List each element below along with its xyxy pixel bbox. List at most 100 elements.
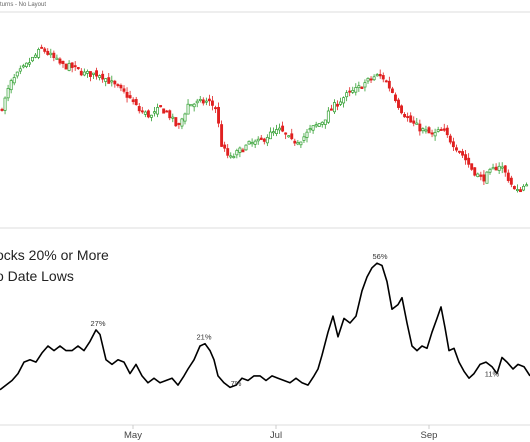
candle xyxy=(122,85,126,94)
candle-body xyxy=(79,70,83,76)
candle xyxy=(397,97,400,110)
candle xyxy=(165,109,169,113)
candle xyxy=(9,78,13,94)
candle-body xyxy=(451,141,455,148)
candle xyxy=(293,138,297,146)
candle xyxy=(290,128,294,141)
candle xyxy=(61,60,65,68)
candle xyxy=(299,141,303,148)
candle xyxy=(34,52,38,59)
candle-body xyxy=(476,173,480,177)
candle xyxy=(153,107,156,117)
candle-body xyxy=(113,80,117,85)
candle-body xyxy=(201,99,205,104)
candle-body xyxy=(76,67,80,70)
candle-body xyxy=(3,97,7,111)
candle xyxy=(128,90,132,99)
candle-body xyxy=(464,154,468,161)
candle xyxy=(201,97,205,106)
candle xyxy=(284,132,288,140)
candle xyxy=(79,68,83,77)
candle-body xyxy=(214,107,217,110)
candle xyxy=(229,152,233,159)
candle-body xyxy=(366,77,370,82)
candle-body xyxy=(320,121,324,125)
candle xyxy=(134,96,138,106)
candle xyxy=(214,105,217,114)
candle-body xyxy=(342,97,346,104)
candle-body xyxy=(101,73,105,80)
candle xyxy=(140,106,144,114)
candle-body xyxy=(488,168,492,173)
candle-body xyxy=(387,80,391,89)
candle xyxy=(372,74,376,81)
candle-body xyxy=(256,138,260,142)
candle xyxy=(479,171,483,181)
candle-body xyxy=(223,144,227,149)
candle xyxy=(415,117,419,125)
candle-body xyxy=(162,108,166,114)
x-axis: May Jul Sep xyxy=(124,425,437,441)
lower-chart-title: ocks 20% or More o Date Lows xyxy=(0,247,109,284)
candle xyxy=(506,169,510,183)
candle-body xyxy=(287,135,291,138)
candle xyxy=(455,144,458,153)
candle xyxy=(131,97,135,105)
candle xyxy=(366,77,370,84)
candle-body xyxy=(345,92,349,98)
candle-body xyxy=(250,142,254,145)
candle-body xyxy=(381,75,385,80)
candle-body xyxy=(448,135,452,143)
candle-body xyxy=(143,111,147,115)
candle-body xyxy=(217,106,220,124)
candle xyxy=(464,149,468,165)
candle-body xyxy=(85,71,89,74)
candle xyxy=(287,135,291,138)
candle xyxy=(369,76,373,83)
candle-body xyxy=(497,165,501,171)
candle xyxy=(76,67,80,70)
candle-body xyxy=(479,174,483,177)
candle-body xyxy=(0,108,4,111)
candle-body xyxy=(357,85,361,89)
candle-body xyxy=(412,120,416,124)
candle xyxy=(494,163,498,171)
candle-body xyxy=(204,100,208,103)
candle xyxy=(317,123,321,127)
candle xyxy=(186,99,190,115)
candle xyxy=(207,94,211,106)
candle xyxy=(519,186,522,193)
candle-body xyxy=(323,119,327,125)
candle xyxy=(500,162,504,174)
candle-body xyxy=(384,80,388,83)
candle-body xyxy=(314,124,318,127)
candle xyxy=(439,127,443,131)
lower-title-line-2: o Date Lows xyxy=(0,268,74,284)
candle-body xyxy=(333,102,336,113)
candle xyxy=(37,47,41,60)
candle xyxy=(146,109,150,119)
candle-body xyxy=(482,174,486,182)
candle xyxy=(232,153,236,159)
candle xyxy=(430,129,434,138)
candle-body xyxy=(515,189,519,192)
candle xyxy=(204,97,208,106)
candle xyxy=(6,84,10,102)
candle-body xyxy=(73,65,77,68)
candle-body xyxy=(12,77,16,84)
candle-body xyxy=(241,149,245,153)
candle-body xyxy=(403,113,407,118)
candle-body xyxy=(439,129,443,131)
candle-body xyxy=(137,106,141,112)
candle-body xyxy=(360,86,364,89)
candle xyxy=(473,167,477,177)
candle xyxy=(211,96,214,111)
candle xyxy=(384,79,388,83)
candle xyxy=(73,61,77,71)
candle-body xyxy=(165,110,169,113)
candle-body xyxy=(424,129,428,132)
candle xyxy=(268,127,272,140)
candle xyxy=(46,48,50,56)
candle xyxy=(302,133,306,144)
